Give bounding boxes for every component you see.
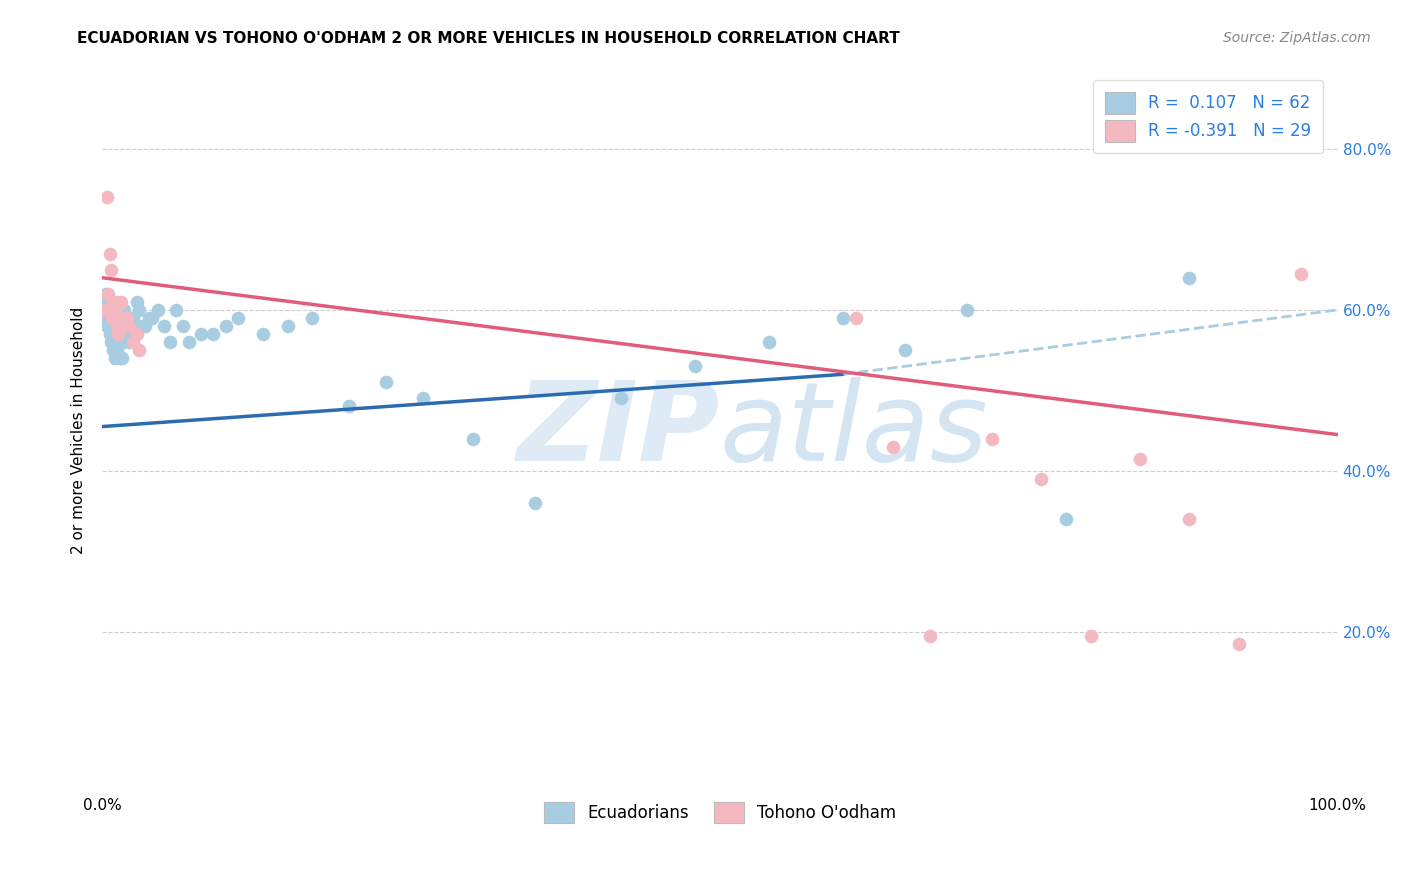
Point bbox=[108, 318, 131, 333]
Point bbox=[845, 310, 868, 325]
Point bbox=[1178, 512, 1201, 526]
Point bbox=[177, 334, 200, 349]
Point bbox=[98, 326, 121, 341]
Point bbox=[125, 294, 148, 309]
Point bbox=[100, 334, 122, 349]
Point bbox=[93, 302, 115, 317]
Point bbox=[832, 310, 855, 325]
Point bbox=[107, 326, 129, 341]
Point bbox=[683, 359, 706, 374]
Point bbox=[111, 318, 134, 333]
Point bbox=[118, 318, 141, 333]
Point bbox=[111, 351, 134, 366]
Point bbox=[104, 294, 127, 309]
Point bbox=[523, 496, 546, 510]
Point bbox=[276, 318, 298, 333]
Point bbox=[97, 286, 120, 301]
Point bbox=[918, 629, 941, 643]
Point bbox=[1227, 637, 1250, 651]
Point bbox=[100, 262, 122, 277]
Point bbox=[112, 334, 135, 349]
Point bbox=[956, 302, 979, 317]
Point bbox=[115, 310, 138, 325]
Point bbox=[882, 440, 904, 454]
Point bbox=[131, 318, 153, 333]
Text: ZIP: ZIP bbox=[516, 377, 720, 484]
Point bbox=[1178, 270, 1201, 285]
Point bbox=[101, 302, 124, 317]
Point bbox=[115, 310, 138, 325]
Point bbox=[96, 318, 118, 333]
Point bbox=[103, 343, 125, 358]
Point bbox=[1054, 512, 1077, 526]
Point bbox=[1289, 267, 1312, 281]
Point bbox=[97, 294, 120, 309]
Point bbox=[134, 318, 156, 333]
Point bbox=[190, 326, 212, 341]
Point bbox=[98, 246, 121, 260]
Point bbox=[110, 334, 132, 349]
Point bbox=[94, 286, 117, 301]
Point bbox=[758, 334, 780, 349]
Point bbox=[122, 334, 145, 349]
Point bbox=[138, 310, 160, 325]
Point bbox=[120, 318, 142, 333]
Point bbox=[202, 326, 225, 341]
Point bbox=[128, 302, 150, 317]
Point bbox=[412, 392, 434, 406]
Point bbox=[375, 376, 398, 390]
Point bbox=[165, 302, 187, 317]
Point bbox=[610, 392, 633, 406]
Point bbox=[1129, 451, 1152, 466]
Point bbox=[125, 326, 148, 341]
Point bbox=[215, 318, 238, 333]
Text: atlas: atlas bbox=[720, 377, 988, 484]
Point bbox=[93, 315, 115, 329]
Point bbox=[111, 310, 134, 325]
Point bbox=[103, 318, 125, 333]
Point bbox=[96, 190, 118, 204]
Point bbox=[108, 351, 131, 366]
Point bbox=[103, 294, 125, 309]
Point bbox=[100, 310, 122, 325]
Point bbox=[103, 351, 125, 366]
Point bbox=[159, 334, 181, 349]
Point bbox=[153, 318, 176, 333]
Point bbox=[105, 318, 128, 333]
Point bbox=[980, 432, 1002, 446]
Point bbox=[146, 302, 169, 317]
Point bbox=[128, 343, 150, 358]
Point bbox=[122, 310, 145, 325]
Text: ECUADORIAN VS TOHONO O'ODHAM 2 OR MORE VEHICLES IN HOUSEHOLD CORRELATION CHART: ECUADORIAN VS TOHONO O'ODHAM 2 OR MORE V… bbox=[77, 31, 900, 46]
Point bbox=[117, 326, 139, 341]
Point bbox=[1080, 629, 1102, 643]
Y-axis label: 2 or more Vehicles in Household: 2 or more Vehicles in Household bbox=[72, 307, 86, 554]
Point bbox=[104, 334, 127, 349]
Point bbox=[301, 310, 323, 325]
Point bbox=[114, 326, 136, 341]
Text: Source: ZipAtlas.com: Source: ZipAtlas.com bbox=[1223, 31, 1371, 45]
Point bbox=[103, 326, 125, 341]
Point bbox=[114, 302, 136, 317]
Point bbox=[124, 326, 146, 341]
Point bbox=[141, 310, 163, 325]
Point bbox=[1029, 472, 1052, 486]
Point bbox=[110, 294, 132, 309]
Point bbox=[461, 432, 484, 446]
Point bbox=[118, 334, 141, 349]
Point bbox=[93, 310, 115, 325]
Point bbox=[226, 310, 249, 325]
Point bbox=[337, 400, 360, 414]
Point bbox=[101, 310, 124, 325]
Point bbox=[107, 326, 129, 341]
Point bbox=[252, 326, 274, 341]
Point bbox=[894, 343, 917, 358]
Point bbox=[114, 318, 136, 333]
Point bbox=[172, 318, 194, 333]
Point bbox=[103, 302, 125, 317]
Legend: Ecuadorians, Tohono O'odham: Ecuadorians, Tohono O'odham bbox=[531, 790, 908, 835]
Point bbox=[105, 343, 128, 358]
